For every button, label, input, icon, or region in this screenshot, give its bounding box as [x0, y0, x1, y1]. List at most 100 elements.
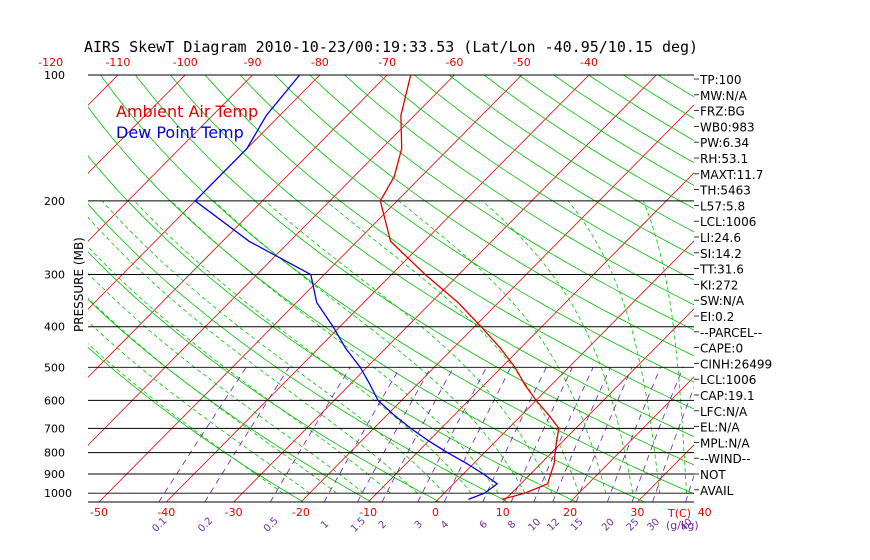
- legend-ambient-air-temp: Ambient Air Temp: [116, 102, 258, 121]
- isotherm-line: [0, 75, 51, 502]
- bottom-temp-tick-label: 20: [563, 506, 577, 519]
- stability-index-entry: CAPE:0: [700, 342, 743, 356]
- pressure-tick-label: 1000: [44, 487, 72, 500]
- stability-index-entry: --WIND--: [700, 452, 750, 466]
- moist-adiabat-line: [482, 200, 634, 494]
- isotherm-line: [637, 444, 694, 502]
- stability-index-entry: L57:5.8: [700, 199, 745, 213]
- pressure-tick-label: 500: [44, 361, 65, 374]
- dry-adiabat-line: [518, 75, 694, 186]
- dry-adiabat-line: [88, 155, 577, 502]
- stability-index-entry: LCL:1006: [700, 215, 756, 229]
- mixing-ratio-unit-label: (g/kg): [666, 519, 699, 532]
- mixing-ratio-tick-label: 2: [377, 519, 389, 531]
- isotherm-line: [88, 75, 321, 310]
- isotherm-line: [88, 75, 455, 446]
- moist-adiabat-line: [398, 200, 607, 494]
- dry-adiabat-line: [414, 75, 694, 257]
- mixing-ratio-tick-label: 0.2: [196, 516, 215, 535]
- top-temp-tick-label: -120: [38, 56, 63, 69]
- isotherm-line: [300, 104, 694, 502]
- bottom-temp-tick-label: 0: [432, 506, 439, 519]
- dry-adiabat-line: [309, 75, 694, 331]
- isotherm-line: [569, 376, 694, 502]
- dry-adiabat-line: [379, 75, 694, 281]
- mixing-ratio-line: [510, 367, 573, 502]
- mixing-ratio-line: [381, 367, 454, 502]
- top-temp-tick-label: -100: [173, 56, 198, 69]
- bottom-temp-tick-label: -20: [292, 506, 310, 519]
- top-temp-tick-label: -60: [445, 56, 463, 69]
- pressure-tick-label: 800: [44, 447, 65, 460]
- mixing-ratio-line: [631, 367, 684, 502]
- stability-index-entry: LCL:1006: [700, 373, 756, 387]
- pressure-tick-label: 600: [44, 394, 65, 407]
- stability-index-entry: NOT: [700, 468, 726, 482]
- mixing-ratio-tick-label: 1: [319, 519, 331, 531]
- top-temp-tick-label: -40: [580, 56, 598, 69]
- top-temp-tick-label: -50: [513, 56, 531, 69]
- bottom-temp-tick-label: -50: [90, 506, 108, 519]
- stability-index-entry: LI:24.6: [700, 231, 741, 245]
- mixing-ratio-line: [204, 367, 290, 502]
- dry-adiabat-line: [483, 75, 694, 209]
- mixing-ratio-line: [652, 386, 694, 502]
- isotherm-line: [88, 75, 253, 242]
- moist-adiabat-line: [88, 246, 391, 494]
- stability-index-entry: PW:6.34: [700, 136, 749, 150]
- isotherm-line: [88, 75, 119, 106]
- mixing-ratio-line: [417, 367, 487, 502]
- stability-index-entry: LFC:N/A: [700, 405, 748, 419]
- top-temp-tick-label: -80: [311, 56, 329, 69]
- mixing-ratio-line: [552, 367, 611, 502]
- stability-index-entry: TP:100: [699, 73, 742, 87]
- y-axis-label: PRESSURE (MB): [72, 237, 86, 332]
- isotherm-line: [88, 75, 388, 378]
- bottom-temp-tick-label: 40: [698, 506, 712, 519]
- stability-index-entry: RH:53.1: [700, 152, 748, 166]
- series-layer: [194, 75, 560, 501]
- stability-index-entry: WB0:983: [700, 120, 755, 134]
- mixing-ratio-line: [533, 367, 594, 502]
- top-temp-tick-label: -90: [244, 56, 262, 69]
- stability-index-entry: SW:N/A: [700, 294, 745, 308]
- moist-adiabat-line: [325, 200, 580, 494]
- mixing-ratio-tick-label: 12: [545, 517, 562, 534]
- stability-index-entry: EI:0.2: [700, 310, 734, 324]
- pressure-tick-label: 200: [44, 195, 65, 208]
- isotherm-line: [88, 75, 186, 174]
- dry-adiabat-line: [88, 346, 304, 502]
- mixing-ratio-tick-label: 8: [506, 519, 518, 531]
- moist-adiabat-line: [88, 216, 418, 494]
- pressure-tick-label: 100: [44, 69, 65, 82]
- top-temp-tick-label: -70: [378, 56, 396, 69]
- dry-adiabat-line: [204, 75, 694, 410]
- mixing-ratio-tick-label: 0.5: [262, 516, 281, 535]
- pressure-tick-label: 400: [44, 321, 65, 334]
- dry-adiabat-line: [88, 203, 509, 502]
- mixing-ratio-tick-label: 10: [526, 517, 543, 534]
- bottom-temp-tick-label: 30: [630, 506, 644, 519]
- dry-adiabat-line: [274, 75, 694, 357]
- stability-index-entry: TH:5463: [699, 184, 751, 198]
- isotherm-line: [98, 75, 523, 502]
- dry-adiabat-line: [169, 75, 694, 438]
- mixing-ratio-line: [158, 367, 247, 502]
- pressure-tick-label: 900: [44, 468, 65, 481]
- isobar-layer: [88, 74, 694, 503]
- bottom-temp-tick-label: -10: [359, 506, 377, 519]
- dry-adiabat-line: [88, 251, 440, 502]
- moist-adiabat-line: [101, 200, 445, 494]
- isotherm-line: [435, 240, 694, 502]
- isotherm-line: [502, 308, 694, 502]
- mixing-ratio-line: [575, 367, 633, 502]
- isotherm-line: [367, 172, 694, 502]
- stability-index-entry: FRZ:BG: [700, 105, 745, 119]
- grid-layer: [0, 75, 694, 502]
- mixing-ratio-tick-label: 25: [625, 517, 642, 534]
- mixing-ratio-tick-label: 4: [439, 519, 451, 531]
- stability-index-entry: MAXT:11.7: [700, 168, 763, 182]
- chart-title: AIRS SkewT Diagram 2010-10-23/00:19:33.5…: [84, 38, 698, 56]
